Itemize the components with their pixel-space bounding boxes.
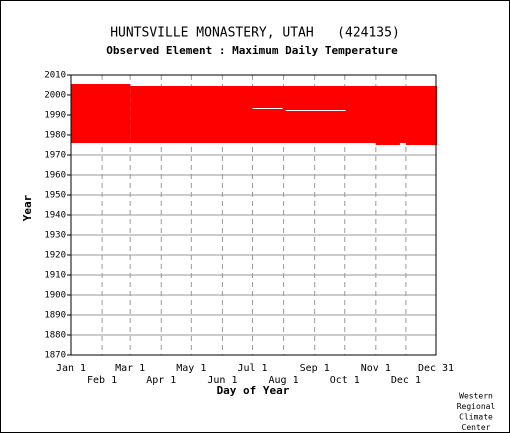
- x-tick-label: Aug 1: [269, 375, 299, 386]
- y-tick-label: 1870: [44, 351, 66, 361]
- x-tick-label: Sep 1: [300, 363, 330, 374]
- y-tick-label: 1930: [44, 231, 66, 241]
- credit-line: Western: [459, 392, 493, 401]
- data-gap: [252, 108, 283, 109]
- y-tick-label: 1990: [44, 111, 66, 121]
- y-tick-label: 1950: [44, 191, 66, 201]
- x-tick-label: Nov 1: [361, 363, 391, 374]
- x-tick-label: May 1: [176, 363, 206, 374]
- y-axis-label: Year: [21, 194, 34, 221]
- data-gap: [285, 110, 346, 111]
- y-tick-label: 1900: [44, 291, 66, 301]
- data-block: [130, 86, 437, 143]
- y-tick-label: 1910: [44, 271, 66, 281]
- y-tick-label: 1940: [44, 211, 66, 221]
- y-tick-label: 1920: [44, 251, 66, 261]
- chart-subtitle: Observed Element : Maximum Daily Tempera…: [106, 44, 398, 57]
- y-tick-label: 1970: [44, 151, 66, 161]
- x-tick-label: Feb 1: [87, 375, 117, 386]
- credit-line: Center: [462, 423, 491, 432]
- x-tick-label: Apr 1: [146, 375, 176, 386]
- y-tick-label: 1890: [44, 311, 66, 321]
- x-tick-label: Mar 1: [115, 363, 145, 374]
- y-tick-label: 1960: [44, 171, 66, 181]
- x-tick-label: Dec 31: [418, 363, 454, 374]
- x-tick-label: Jul 1: [237, 363, 267, 374]
- x-tick-label: Jan 1: [56, 363, 86, 374]
- y-tick-label: 2010: [44, 71, 66, 81]
- data-block: [71, 84, 131, 143]
- x-tick-label: Dec 1: [391, 375, 421, 386]
- credit-line: Regional: [457, 402, 496, 411]
- y-tick-label: 1880: [44, 331, 66, 341]
- x-axis-label: Day of Year: [217, 384, 290, 397]
- credit-line: Climate: [459, 413, 493, 422]
- y-tick-label: 1980: [44, 131, 66, 141]
- x-tick-label: Oct 1: [330, 375, 360, 386]
- plot-border: [70, 74, 437, 356]
- data-block: [405, 143, 437, 145]
- x-tick-label: Jun 1: [207, 375, 237, 386]
- chart-title: HUNTSVILLE MONASTERY, UTAH (424135): [110, 26, 400, 41]
- y-tick-label: 2000: [44, 91, 66, 101]
- data-block: [375, 143, 400, 145]
